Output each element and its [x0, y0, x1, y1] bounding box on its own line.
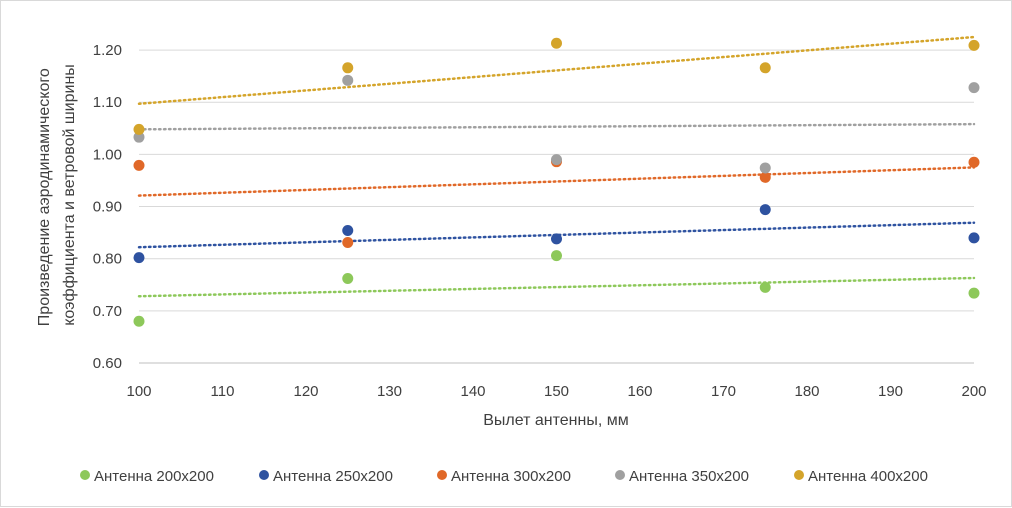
legend: Антенна 200x200 Антенна 250x200 Антенна 30…	[80, 468, 928, 485]
data-point	[759, 204, 771, 216]
y-tick-label: 1.10	[93, 94, 122, 111]
data-point	[342, 62, 354, 74]
x-tick-label: 200	[961, 383, 986, 400]
data-point	[133, 315, 145, 327]
trendline	[137, 276, 976, 298]
x-tick-labels: 100 110 120 130 140 150 160 170 180 190 200	[126, 383, 986, 400]
y-tick-label: 0.80	[93, 251, 122, 268]
data-point	[968, 156, 980, 168]
x-tick-label: 140	[460, 383, 485, 400]
legend-label: Антенна 350x200	[629, 468, 749, 485]
data-point	[133, 131, 145, 143]
legend-label: Антенна 250x200	[273, 468, 393, 485]
data-point	[342, 225, 354, 237]
y-tick-label: 1.20	[93, 42, 122, 59]
legend-marker	[259, 470, 269, 480]
data-point	[968, 39, 980, 51]
data-point	[133, 123, 145, 135]
trendline	[137, 122, 976, 131]
x-tick-label: 150	[544, 383, 569, 400]
y-tick-label: 0.70	[93, 303, 122, 320]
x-tick-label: 180	[794, 383, 819, 400]
data-point	[133, 252, 145, 264]
legend-marker	[80, 470, 90, 480]
data-point	[551, 154, 562, 166]
data-point	[133, 159, 145, 171]
y-axis-title-line-1: Произведение аэродинамического	[36, 68, 53, 326]
legend-marker	[615, 470, 625, 480]
data-point	[968, 82, 980, 94]
x-tick-label: 110	[211, 383, 235, 400]
data-point	[551, 37, 562, 49]
x-axis-title: Вылет антенны, мм	[483, 412, 629, 429]
x-tick-label: 130	[377, 383, 402, 400]
data-point	[968, 287, 980, 299]
data-point	[759, 171, 771, 183]
data-point	[759, 162, 771, 174]
x-tick-label: 160	[627, 383, 652, 400]
data-point	[551, 250, 562, 262]
x-tick-label: 190	[878, 383, 903, 400]
gridlines	[139, 49, 974, 364]
data-point	[759, 281, 771, 293]
y-tick-label: 0.60	[93, 355, 122, 372]
y-axis-title-line-2: коэффициента и ветровой ширины	[61, 64, 78, 326]
x-tick-label: 170	[711, 383, 736, 400]
data-point	[968, 232, 980, 244]
legend-label: Антенна 200x200	[94, 468, 214, 485]
trendline	[137, 35, 976, 106]
legend-label: Антенна 300x200	[451, 468, 571, 485]
y-tick-labels: 0.60 0.70 0.80 0.90 1.00 1.10 1.20	[93, 42, 122, 372]
data-point	[551, 233, 562, 245]
legend-marker	[794, 470, 804, 480]
trendline	[137, 166, 976, 197]
legend-label: Антенна 400x200	[808, 468, 928, 485]
data-point	[342, 237, 354, 249]
data-point	[342, 74, 354, 86]
y-axis-title: Произведение аэродинамического коэффицие…	[36, 64, 78, 326]
data-point	[342, 273, 354, 285]
data-point	[759, 62, 771, 74]
y-tick-label: 1.00	[93, 146, 122, 163]
y-tick-label: 0.90	[93, 199, 122, 216]
x-tick-label: 100	[126, 383, 151, 400]
data-points	[133, 37, 980, 327]
legend-marker	[437, 470, 447, 480]
x-tick-label: 120	[293, 383, 318, 400]
